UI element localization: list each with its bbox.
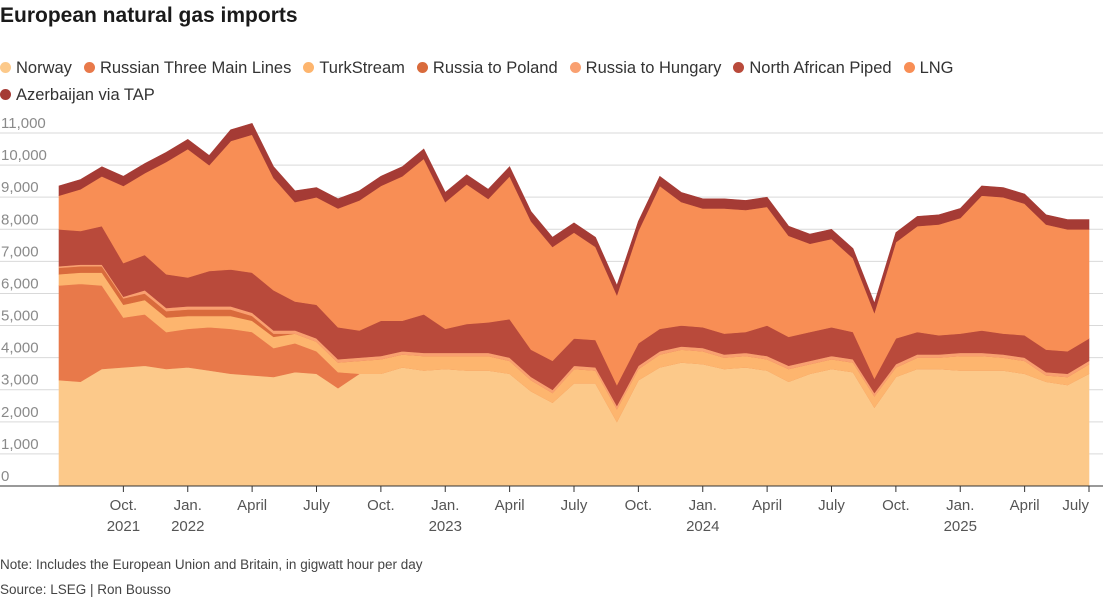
- x-tick-label: July: [818, 497, 845, 514]
- y-tick-label: 4,000: [1, 340, 39, 357]
- area-azerbaijan-via-tap: [58, 123, 1090, 314]
- x-tick-label: Oct.: [882, 497, 910, 514]
- x-tick-label: Jan.: [431, 497, 459, 514]
- y-tick-label: 2,000: [1, 404, 39, 421]
- legend-swatch: [569, 62, 581, 73]
- y-tick-label: 0: [1, 468, 9, 485]
- legend-swatch: [303, 62, 315, 73]
- y-tick-label: 6,000: [1, 275, 39, 292]
- legend-swatch: [733, 62, 745, 73]
- x-tick-label: July: [561, 497, 588, 514]
- legend-label: Russia to Poland: [432, 59, 558, 77]
- x-tick-label: April: [752, 497, 782, 514]
- legend-label: Russia to Hungary: [585, 59, 722, 77]
- x-tick-label: April: [1010, 497, 1040, 514]
- x-tick-label: April: [237, 497, 267, 514]
- chart-note: Note: Includes the European Union and Br…: [0, 557, 423, 572]
- y-tick-label: 1,000: [1, 436, 39, 453]
- chart-title: European natural gas imports: [0, 4, 298, 27]
- legend-label: Azerbaijan via TAP: [16, 86, 155, 104]
- x-tick-label: July: [303, 497, 330, 514]
- x-tick-year-label: 2022: [171, 518, 204, 535]
- y-tick-label: 5,000: [1, 308, 39, 325]
- legend-swatch: [0, 89, 11, 100]
- area-chart: 0 1,000 2,000 3,000 4,000 5,000 6,000 7,000 8,00…: [0, 115, 1103, 535]
- y-tick-label: 11,000: [1, 115, 46, 132]
- x-tick-year-label: 2021: [107, 518, 140, 535]
- x-tick-year-label: 2023: [429, 518, 462, 535]
- x-tick-label: July: [1062, 497, 1089, 514]
- legend-label: Norway: [16, 59, 72, 77]
- x-tick-year-label: 2025: [944, 518, 977, 535]
- legend-label: North African Piped: [749, 59, 892, 77]
- x-tick-label: Oct.: [110, 497, 138, 514]
- chart-legend: Norway Russian Three Main Lines TurkStream…: [0, 55, 1100, 109]
- y-tick-label: 3,000: [1, 372, 39, 389]
- x-tick-label: Oct.: [625, 497, 653, 514]
- chart-source: Source: LSEG | Ron Bousso: [0, 582, 171, 597]
- x-tick-label: Jan.: [689, 497, 717, 514]
- x-tick-label: Jan.: [946, 497, 974, 514]
- legend-label: Russian Three Main Lines: [99, 59, 292, 77]
- legend-item-norway: Norway: [0, 55, 72, 82]
- legend-item-lng: LNG: [903, 55, 954, 82]
- y-tick-label: 9,000: [1, 179, 39, 196]
- legend-item-russian-three-main-lines: Russian Three Main Lines: [83, 55, 292, 82]
- legend-item-turkstream: TurkStream: [303, 55, 405, 82]
- y-tick-label: 10,000: [1, 147, 47, 164]
- x-tick-year-label: 2024: [686, 518, 719, 535]
- legend-swatch: [416, 62, 428, 73]
- legend-swatch: [903, 62, 915, 73]
- x-tick-label: Jan.: [174, 497, 202, 514]
- legend-item-azerbaijan-via-tap: Azerbaijan via TAP: [0, 82, 155, 109]
- x-tick-label: Oct.: [367, 497, 395, 514]
- legend-item-russia-to-hungary: Russia to Hungary: [569, 55, 722, 82]
- legend-item-russia-to-poland: Russia to Poland: [416, 55, 558, 82]
- y-tick-label: 8,000: [1, 211, 39, 228]
- legend-label: TurkStream: [319, 59, 405, 77]
- legend-label: LNG: [919, 59, 954, 77]
- x-tick-label: April: [495, 497, 525, 514]
- legend-item-north-african-piped: North African Piped: [733, 55, 892, 82]
- y-tick-label: 7,000: [1, 243, 39, 260]
- legend-swatch: [83, 62, 95, 73]
- legend-swatch: [0, 62, 11, 73]
